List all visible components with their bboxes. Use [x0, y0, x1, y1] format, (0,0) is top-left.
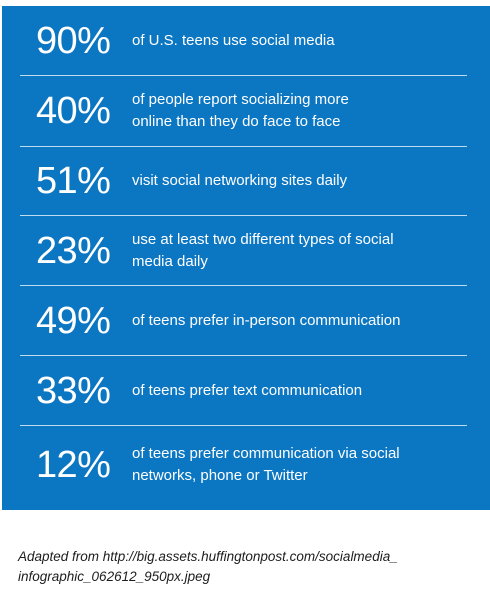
stat-description: of teens prefer communication via social… [132, 445, 400, 484]
source-caption: Adapted from http://big.assets.huffingto… [18, 548, 398, 584]
stat-description: visit social networking sites daily [132, 172, 348, 189]
stat-description: use at least two different types of soci… [132, 230, 394, 270]
stat-percent: 49% [36, 299, 111, 342]
stat-description: of teens prefer in-person communication [132, 311, 401, 329]
stat-percent: 40% [36, 90, 111, 132]
stat-percent: 23% [36, 229, 111, 272]
stat-row: 33% of teens prefer text communication [20, 356, 467, 426]
stat-row: 90% of U.S. teens use social media [20, 6, 467, 76]
stat-percent: 12% [36, 444, 111, 486]
stat-percent: 51% [36, 160, 111, 202]
stat-description: of people report socializing more online… [132, 91, 349, 130]
stats-panel: 90% of U.S. teens use social media 40% o… [2, 6, 490, 510]
stat-row: 51% visit social networking sites daily [20, 147, 467, 216]
stat-row: 49% of teens prefer in-person communicat… [20, 286, 467, 356]
stat-row: 12% of teens prefer communication via so… [20, 426, 467, 504]
stat-row: 40% of people report socializing more on… [20, 76, 467, 147]
stat-percent: 90% [36, 19, 111, 62]
stat-description: of U.S. teens use social media [132, 31, 335, 49]
stat-row: 23% use at least two different types of … [20, 216, 467, 286]
stat-description: of teens prefer text communication [132, 381, 363, 399]
stat-percent: 33% [36, 369, 111, 412]
